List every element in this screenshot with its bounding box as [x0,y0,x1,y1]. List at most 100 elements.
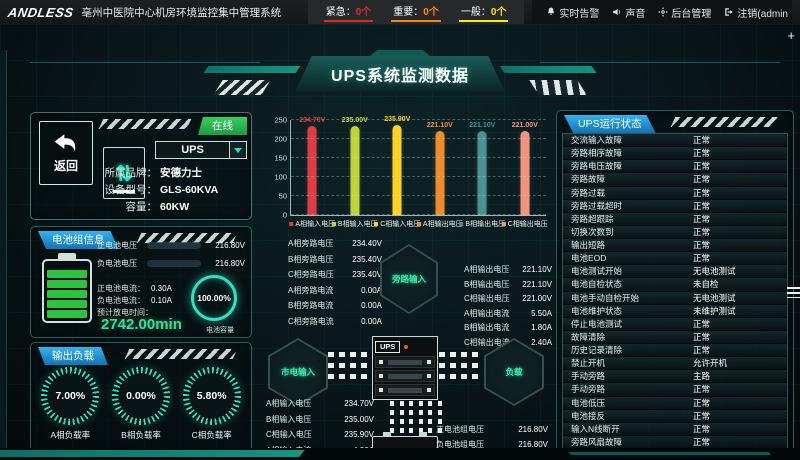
device-fields: 所属品牌： 安德力士 设备型号： GLS-60KVA 容量： 60KW [91,165,247,216]
ups-rack: UPS [372,336,438,400]
chart-bar-value: 221.10V [426,121,453,129]
chart-bar-value: 235.00V [341,116,368,124]
chart-y-tick: 250 [274,115,287,125]
expand-icon[interactable]: + [787,28,795,43]
rack-slot [375,356,435,368]
logout-button[interactable]: 注销(admin [724,5,788,20]
stat-value: 0.30A [151,284,172,293]
node-label: 负载 [505,367,523,377]
alarm-counter[interactable]: 重要：0个 [391,3,441,22]
sound-button[interactable]: 声音 [612,5,645,20]
list-item: B相旁路电流 0.00A [288,300,382,311]
list-item: A相输出电压 221.10V [464,264,552,275]
table-row: 交流输入故障 正常 [563,134,787,148]
chart-legend-chip [374,222,379,226]
stripes-decoration [98,119,192,129]
chart-y-tick: 0 [282,210,287,220]
status-name: 旁路故障 [571,174,606,185]
table-row: 电池低压 正常 [563,396,787,410]
device-info-panel: 在线 返回 ⇄ UPS 所属品牌： 安德力士 设备型号： GLS-60KVA [30,112,252,220]
chart-gridline [291,157,546,158]
metric-value: 235.90V [344,430,374,439]
chart-x-label-text: A相输出电压 [422,221,463,228]
dashboard: UPS系统监测数据 + 在线 返回 ⇄ UPS 所属品牌： 安德力士 设备型号 [0,24,800,460]
table-row: 故障清除 正常 [563,330,787,344]
status-value: 正常 [693,135,711,146]
bar-value: 216.80V [215,241,245,250]
list-item: B相旁路电压 235.40V [288,254,382,265]
rack-slot [375,384,435,396]
metric-label: A相旁路电压 [288,239,334,248]
status-name: 电池手动自检开始 [571,292,640,303]
battery-info-panel: 电池组信息 正电池电压 216.80V 负电池电压 216.80V [30,226,252,338]
battery-capacity-gauge: 100.00% [191,275,237,321]
status-value: 正常 [693,148,711,159]
bar-label: 正电池电压 [97,241,137,250]
status-value: 允许开机 [693,358,728,369]
status-name: 禁止开机 [571,358,606,369]
field-value: GLS-60KVA [160,184,219,196]
metric-label: C相输出电流 [464,337,510,347]
chart-column: 235.90V C相输入电压 [374,116,420,228]
status-value: 未自检 [693,279,719,290]
status-value: 正常 [693,410,711,421]
chart-bar-value: 235.90V [384,116,411,124]
metric-value: 0.00A [361,316,382,326]
chart-bar-value: 221.10V [469,121,496,129]
device-selector-value: UPS [181,144,204,156]
stat-label: 正电池电流： [97,284,145,293]
realtime-alarm-button[interactable]: 实时告警 [546,5,599,20]
metric-value: 235.00V [344,414,374,424]
discharge-time-label: 预计放电时间： [97,308,153,317]
node-label: 旁路输入 [391,274,426,284]
bypass-input-node: 旁路输入 [380,244,438,314]
chart-gridline [291,214,546,215]
device-selector[interactable]: UPS [155,141,247,159]
chart-bar: 221.10V [427,122,453,215]
alarm-counter[interactable]: 一般：0个 [458,3,509,22]
chart-gridline [291,119,546,120]
metric-value: 5.50A [531,308,552,318]
chart-column: 221.10V A相输出电压 [416,120,463,228]
metric-value: 216.80V [518,440,548,449]
alarm-summary: 紧急：0个 重要：0个 一般：0个 [307,0,525,25]
chart-bar-value: 221.00V [511,122,538,130]
field-label: 设备型号： [104,184,158,196]
load-gauge: 7.00% A相负载率 [35,367,106,441]
battery-bar-row: 正电池电压 216.80V [97,240,245,251]
metric-label: B相旁路电流 [288,301,334,310]
gauge-label: 电池容量 [206,327,234,334]
sound-label: 声音 [625,8,646,20]
flow-line [328,352,372,379]
chart-y-tick: 200 [274,134,287,144]
back-button[interactable]: 返回 [39,121,93,185]
status-value: 正常 [693,174,711,185]
metric-value: 234.70V [344,399,374,408]
mains-input-node: 市电输入 [268,338,328,406]
gauge-ring: 7.00% [41,367,100,425]
status-name: 旁路过载超时 [571,200,623,211]
banner-decoration [529,80,587,95]
status-name: 旁路电压故障 [571,161,623,172]
admin-button[interactable]: 后台管理 [658,5,711,20]
metric-label: B相旁路电压 [288,254,334,264]
list-item: C相旁路电压 235.40V [288,269,382,280]
gauge-value: 5.80% [196,390,227,402]
status-value: 正常 [693,384,711,395]
chart-column: 235.00V B相输入电压 [331,116,378,228]
chart-legend-chip [459,222,464,226]
alarm-counter[interactable]: 紧急：0个 [323,3,374,22]
table-row: 旁路过载 正常 [563,186,787,200]
table-row: 输出短路 正常 [563,239,787,253]
field-value: 60KW [160,201,190,213]
banner-decoration [30,62,260,63]
status-value: 正常 [693,187,711,198]
battery-icon [42,259,92,323]
alarm-count: 0个 [490,6,507,18]
status-name: 输入N线断开 [571,423,620,434]
status-name: 电池测试开始 [571,266,623,277]
gauge-label: B相负载率 [121,430,161,440]
rack-slot [375,370,435,382]
discharge-time-value: 2742.00min [101,316,182,333]
status-name: 手动旁路 [571,371,606,382]
